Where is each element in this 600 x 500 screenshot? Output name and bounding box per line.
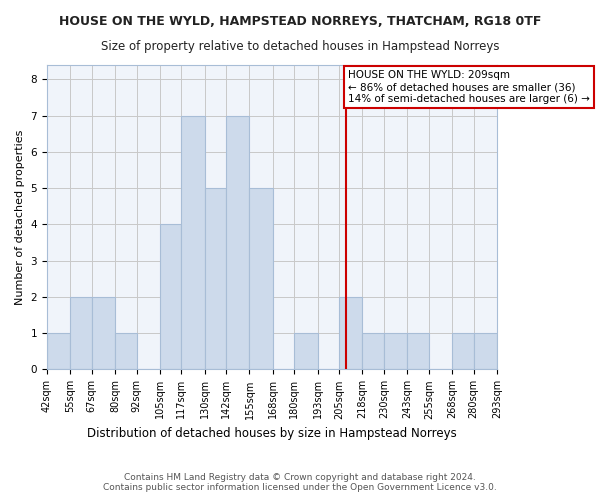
- Text: HOUSE ON THE WYLD, HAMPSTEAD NORREYS, THATCHAM, RG18 0TF: HOUSE ON THE WYLD, HAMPSTEAD NORREYS, TH…: [59, 15, 541, 28]
- Bar: [384, 333, 407, 370]
- Text: HOUSE ON THE WYLD: 209sqm
← 86% of detached houses are smaller (36)
14% of semi-: HOUSE ON THE WYLD: 209sqm ← 86% of detac…: [348, 70, 590, 104]
- Bar: [295, 333, 317, 370]
- Bar: [473, 333, 497, 370]
- Bar: [47, 333, 70, 370]
- Bar: [226, 116, 250, 370]
- Bar: [160, 224, 181, 370]
- Bar: [407, 333, 429, 370]
- Bar: [339, 297, 362, 370]
- Bar: [205, 188, 226, 370]
- Text: Contains HM Land Registry data © Crown copyright and database right 2024.
Contai: Contains HM Land Registry data © Crown c…: [103, 473, 497, 492]
- X-axis label: Distribution of detached houses by size in Hampstead Norreys: Distribution of detached houses by size …: [87, 427, 457, 440]
- Y-axis label: Number of detached properties: Number of detached properties: [15, 130, 25, 305]
- Bar: [250, 188, 273, 370]
- Bar: [70, 297, 92, 370]
- Bar: [362, 333, 384, 370]
- Bar: [452, 333, 473, 370]
- Bar: [92, 297, 115, 370]
- Text: Size of property relative to detached houses in Hampstead Norreys: Size of property relative to detached ho…: [101, 40, 499, 53]
- Bar: [115, 333, 137, 370]
- Bar: [181, 116, 205, 370]
